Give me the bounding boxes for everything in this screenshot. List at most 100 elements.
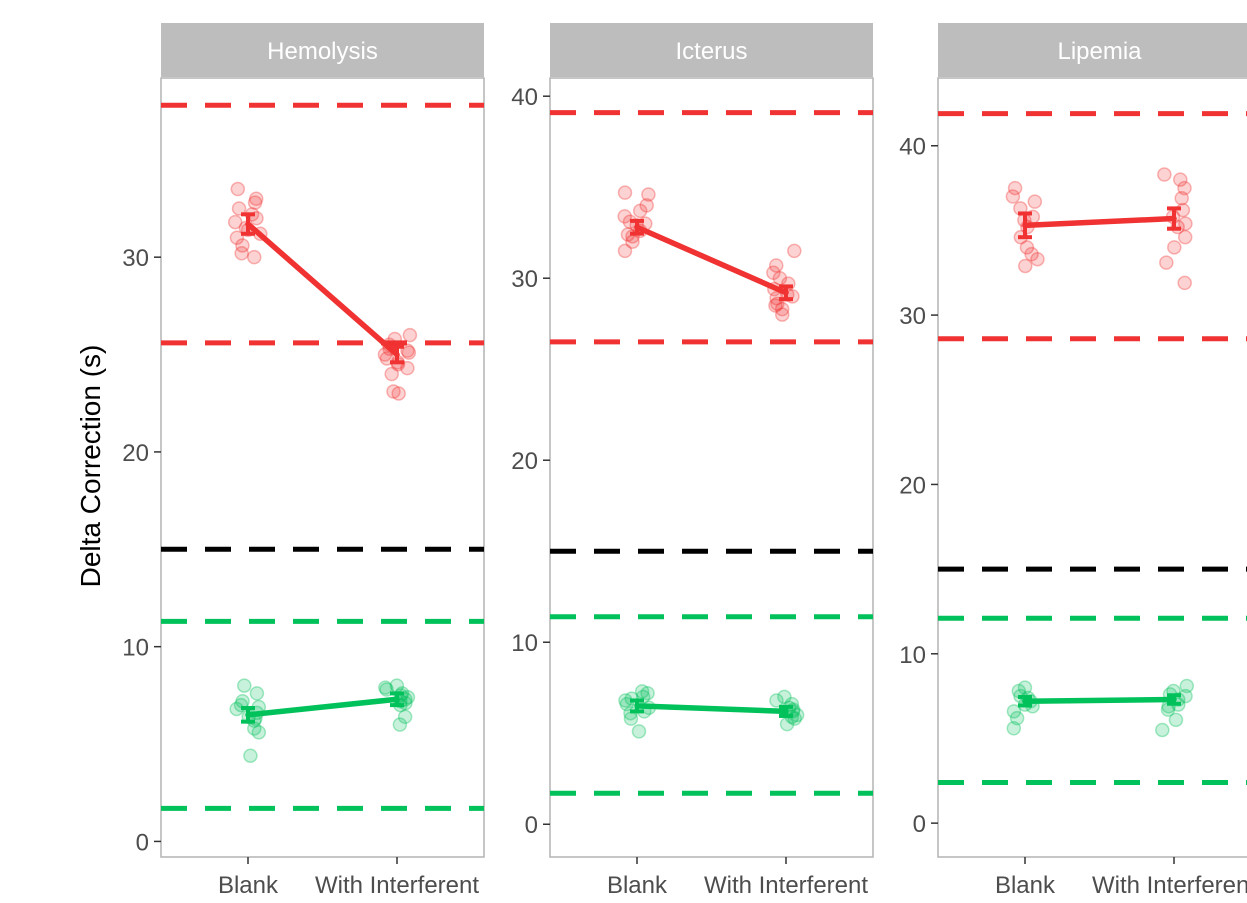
error-bar-green: [779, 704, 793, 718]
data-point-green: [1006, 721, 1022, 736]
data-point-green: [631, 724, 647, 739]
data-point-green: [378, 680, 393, 695]
y-tick-label: 10: [122, 635, 149, 662]
data-point-red: [384, 366, 399, 382]
data-point-red: [641, 187, 656, 202]
data-point-red: [617, 185, 633, 200]
x-tick-label: Blank: [607, 872, 668, 899]
mean-line-green: [1022, 696, 1177, 704]
data-point-green: [400, 690, 416, 705]
mean-line-green: [245, 696, 400, 718]
panel-lipemia: Lipemia 0 10 20 30 40 Blank With Interferent: [899, 23, 1247, 899]
data-point-red: [1177, 275, 1192, 291]
strip-lipemia: [938, 23, 1247, 77]
data-point-red: [377, 347, 393, 362]
data-point-green: [1155, 722, 1170, 738]
data-point-red: [617, 243, 633, 259]
y-tick-label: 20: [511, 448, 538, 475]
data-point-green: [243, 748, 258, 763]
panel-frame: [160, 77, 485, 858]
data-point-red: [401, 345, 417, 360]
y-tick-label: 20: [122, 440, 149, 467]
x-tick-label: Blank: [995, 872, 1056, 899]
data-point-green: [1006, 704, 1022, 719]
y-tick-label: 40: [511, 84, 538, 111]
data-point-red: [1178, 216, 1193, 231]
x-tick-label: Blank: [218, 872, 279, 899]
data-point-red: [230, 181, 246, 197]
y-tick-label: 0: [913, 811, 926, 838]
data-point-red: [247, 195, 263, 210]
data-point-green: [249, 686, 265, 701]
strip-hemolysis: [161, 23, 484, 77]
data-point-green: [397, 709, 413, 725]
mean-line-red: [1022, 215, 1177, 229]
data-point-red: [400, 360, 415, 376]
panel-body: [161, 102, 484, 811]
data-point-green: [1168, 712, 1184, 728]
mean-line-red: [245, 221, 400, 358]
y-tick-label: 20: [899, 472, 926, 499]
panel-hemolysis: Hemolysis 0 10 20 30 Blank With Interferent: [122, 23, 485, 899]
data-point-green: [379, 682, 394, 697]
data-point-red: [1159, 255, 1174, 270]
data-point-red: [248, 191, 264, 206]
data-point-red: [766, 265, 781, 280]
data-point-red: [1019, 240, 1035, 255]
data-point-green: [1009, 710, 1025, 726]
data-point-green: [634, 684, 650, 699]
data-point-red: [1018, 258, 1033, 274]
y-tick-label: 30: [122, 245, 149, 272]
data-point-green: [777, 689, 792, 705]
panel-body: [550, 110, 873, 796]
y-tick-label: 10: [511, 630, 538, 657]
data-point-red: [1024, 246, 1039, 262]
data-point-red: [1027, 194, 1043, 209]
data-point-red: [235, 238, 250, 253]
data-point-red: [386, 384, 401, 399]
y-tick-label: 40: [899, 134, 926, 161]
data-point-green: [392, 717, 408, 732]
data-point-green: [237, 678, 252, 693]
data-point-red: [774, 307, 790, 322]
data-point-red: [632, 203, 648, 219]
data-point-red: [1173, 172, 1188, 187]
data-point-red: [231, 201, 247, 216]
y-tick-label: 0: [525, 812, 538, 839]
data-point-red: [400, 343, 415, 358]
y-tick-label: 30: [511, 266, 538, 293]
data-point-red: [1157, 167, 1172, 182]
panel-frame: [549, 77, 874, 858]
error-bar-red: [779, 284, 793, 302]
error-bar-green: [630, 698, 644, 714]
data-point-red: [1167, 240, 1182, 255]
data-point-red: [617, 209, 632, 224]
panel-icterus: Icterus 0 10 20 30 40 Blank With Interferent: [511, 23, 874, 899]
data-point-red: [246, 249, 262, 265]
data-point-red: [234, 246, 249, 261]
error-bar-red: [1018, 211, 1032, 240]
data-point-red: [1177, 180, 1192, 196]
y-axis-title: Delta Correction (s): [75, 345, 106, 588]
data-point-red: [227, 214, 243, 230]
y-tick-label: 10: [899, 642, 926, 669]
mean-line-green: [634, 703, 789, 715]
data-point-red: [768, 258, 784, 273]
strip-icterus: [550, 23, 873, 77]
data-point-red: [229, 230, 245, 245]
data-point-red: [787, 243, 802, 259]
strip-label: Icterus: [675, 38, 747, 65]
data-point-green: [1179, 678, 1195, 694]
error-bar-red: [630, 218, 644, 236]
strip-label: Lipemia: [1057, 38, 1142, 65]
error-bar-red: [390, 344, 404, 365]
data-point-red: [1005, 189, 1021, 204]
panel-frame: [937, 77, 1247, 858]
error-bar-green: [241, 706, 255, 724]
data-point-red: [1030, 251, 1045, 267]
panel-body: [938, 111, 1247, 785]
data-point-green: [769, 693, 784, 708]
data-point-red: [391, 386, 406, 401]
data-point-red: [1177, 229, 1193, 245]
